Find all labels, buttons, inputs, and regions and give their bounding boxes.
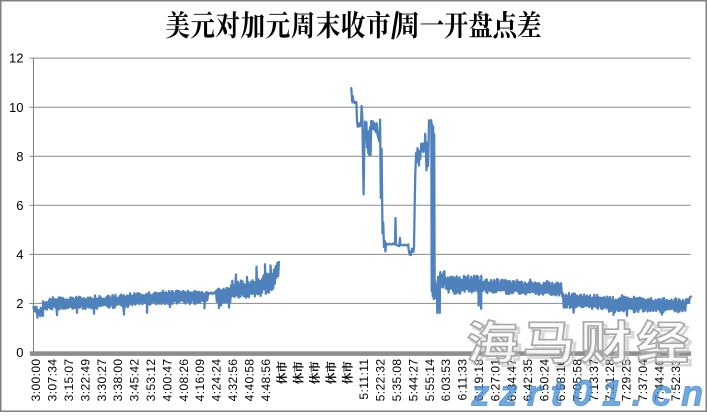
svg-text:5:35:08: 5:35:08	[390, 359, 404, 402]
svg-text:4:00:47: 4:00:47	[160, 359, 174, 402]
svg-text:4: 4	[16, 247, 23, 262]
svg-text:3:15:07: 3:15:07	[62, 359, 76, 402]
svg-text:5:44:27: 5:44:27	[406, 359, 420, 402]
svg-text:3:45:42: 3:45:42	[128, 359, 142, 402]
svg-text:4:16:09: 4:16:09	[193, 359, 207, 402]
svg-text:6:03:53: 6:03:53	[439, 359, 453, 402]
svg-text:3:00:00: 3:00:00	[29, 359, 43, 402]
svg-text:4:40:58: 4:40:58	[242, 359, 256, 402]
svg-text:6:11:33: 6:11:33	[456, 359, 470, 401]
svg-text:5:11:11: 5:11:11	[357, 359, 371, 400]
svg-text:5:55:14: 5:55:14	[423, 359, 437, 402]
svg-text:3:38:00: 3:38:00	[111, 359, 125, 402]
svg-text:3:30:27: 3:30:27	[95, 359, 109, 402]
svg-text:4:24:24: 4:24:24	[210, 359, 224, 402]
svg-text:3:07:34: 3:07:34	[46, 359, 60, 402]
svg-text:8: 8	[16, 149, 23, 164]
svg-text:3:22:49: 3:22:49	[78, 359, 92, 402]
svg-text:2: 2	[16, 296, 23, 311]
svg-text:3:53:12: 3:53:12	[144, 359, 158, 402]
svg-text:zzrt01.cn: zzrt01.cn	[471, 373, 707, 413]
svg-text:5:22:32: 5:22:32	[374, 359, 388, 402]
svg-text:4:48:56: 4:48:56	[259, 359, 273, 402]
svg-text:4:08:26: 4:08:26	[177, 359, 191, 402]
svg-text:10: 10	[9, 100, 23, 115]
svg-text:0: 0	[16, 345, 23, 360]
svg-text:4:32:56: 4:32:56	[226, 359, 240, 402]
svg-text:6: 6	[16, 198, 23, 213]
svg-text:12: 12	[9, 51, 23, 66]
